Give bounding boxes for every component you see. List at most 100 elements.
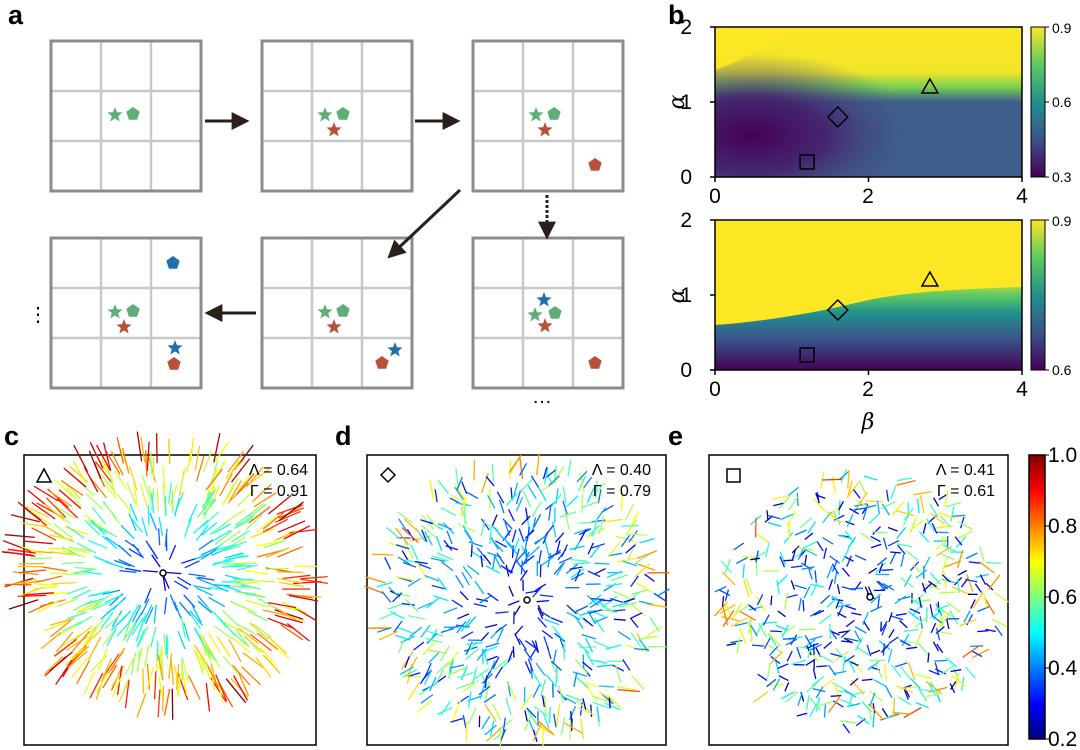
velocity-arrow	[161, 657, 164, 681]
velocity-arrow	[12, 571, 39, 576]
velocity-arrow	[854, 626, 867, 634]
velocity-arrow	[506, 492, 518, 506]
velocity-arrow	[587, 542, 594, 555]
velocity-arrow	[916, 499, 920, 514]
velocity-arrow	[483, 694, 497, 703]
velocity-arrow	[847, 702, 861, 708]
velocity-arrow	[186, 448, 193, 473]
velocity-arrow	[843, 555, 854, 562]
velocity-arrow	[448, 661, 452, 680]
velocity-arrow	[67, 650, 88, 669]
velocity-arrow	[531, 501, 543, 517]
velocity-arrow	[562, 486, 567, 504]
velocity-arrow	[300, 575, 328, 580]
velocity-arrow	[192, 584, 212, 590]
velocity-arrow	[222, 483, 235, 506]
velocity-arrow	[569, 566, 583, 570]
velocity-arrow	[872, 703, 876, 714]
velocity-arrow	[141, 474, 151, 498]
velocity-arrow	[213, 529, 232, 541]
velocity-arrow	[545, 674, 557, 688]
star-icon-red	[116, 319, 132, 334]
velocity-arrow	[812, 668, 817, 680]
pentagon-icon-green	[126, 304, 140, 317]
velocity-arrow	[562, 500, 568, 515]
velocity-arrow	[455, 501, 472, 507]
velocity-arrow	[854, 630, 862, 643]
velocity-arrow	[146, 663, 151, 690]
velocity-arrow	[445, 651, 459, 668]
velocity-arrow	[221, 530, 241, 545]
velocity-arrow	[912, 564, 926, 577]
panel-label-e: e	[668, 421, 683, 451]
velocity-arrow	[786, 511, 797, 527]
velocity-arrow	[32, 586, 58, 590]
velocity-arrow	[941, 557, 948, 574]
velocity-arrow	[574, 609, 588, 624]
heatmap-bottom-high-region	[715, 220, 1022, 325]
velocity-arrow	[401, 527, 419, 543]
velocity-arrow	[777, 663, 789, 669]
velocity-arrow	[485, 655, 498, 662]
velocity-arrow	[566, 604, 577, 615]
velocity-arrow	[389, 611, 405, 620]
velocity-arrow	[227, 451, 245, 473]
velocity-arrow	[767, 521, 782, 528]
velocity-arrow	[519, 569, 528, 581]
velocity-arrow	[36, 575, 63, 583]
velocity-arrow	[224, 621, 247, 635]
heatmap-bottom-xtick-4: 4	[1016, 378, 1028, 401]
velocity-arrow	[847, 481, 860, 497]
velocity-arrow	[903, 707, 922, 719]
velocity-arrow	[21, 522, 47, 528]
velocity-arrow	[532, 684, 541, 698]
velocity-arrow	[639, 600, 654, 606]
velocity-arrow	[554, 532, 565, 543]
velocity-arrow	[90, 591, 111, 597]
velocity-arrow	[848, 659, 856, 673]
star-icon-green	[317, 107, 333, 122]
velocity-arrow	[865, 500, 884, 503]
velocity-arrow	[460, 618, 471, 632]
velocity-arrow	[141, 517, 148, 537]
velocity-arrow	[913, 490, 932, 496]
velocity-arrow	[766, 678, 777, 688]
velocity-arrow	[74, 566, 97, 570]
velocity-arrow	[520, 478, 534, 492]
velocity-arrow	[748, 617, 753, 634]
velocity-arrow	[414, 560, 428, 565]
velocity-arrow	[150, 493, 155, 514]
velocity-arrow	[209, 666, 216, 691]
pentagon-icon-green	[548, 306, 562, 319]
velocity-arrow	[884, 664, 888, 682]
velocity-arrow	[820, 594, 831, 604]
velocity-arrow	[575, 700, 592, 713]
velocity-arrow	[462, 714, 467, 729]
velocity-arrow	[541, 695, 546, 708]
velocity-arrow	[434, 489, 438, 503]
velocity-arrow	[991, 618, 1008, 628]
velocity-arrow	[195, 524, 209, 541]
velocity-arrow	[129, 503, 139, 522]
velocity-arrow	[837, 534, 852, 540]
velocity-arrow	[602, 518, 623, 523]
velocity-arrow	[518, 528, 525, 542]
velocity-arrow	[208, 597, 226, 608]
velocity-arrow	[4, 534, 35, 539]
velocity-arrow	[480, 518, 490, 531]
velocity-arrow	[396, 626, 414, 634]
velocity-arrow	[62, 550, 86, 558]
velocity-arrow	[219, 472, 233, 497]
velocity-arrow	[885, 685, 893, 699]
velocity-arrow	[930, 512, 946, 525]
velocity-arrow	[796, 712, 808, 717]
velocity-arrow	[426, 597, 440, 609]
velocity-arrow	[957, 569, 967, 576]
velocity-arrow	[533, 705, 549, 718]
velocity-arrow	[143, 604, 153, 623]
velocity-arrow	[974, 583, 982, 593]
velocity-arrow	[88, 636, 102, 660]
velocity-arrow	[901, 633, 910, 647]
velocity-arrow	[794, 529, 807, 536]
velocity-arrow	[918, 688, 935, 692]
